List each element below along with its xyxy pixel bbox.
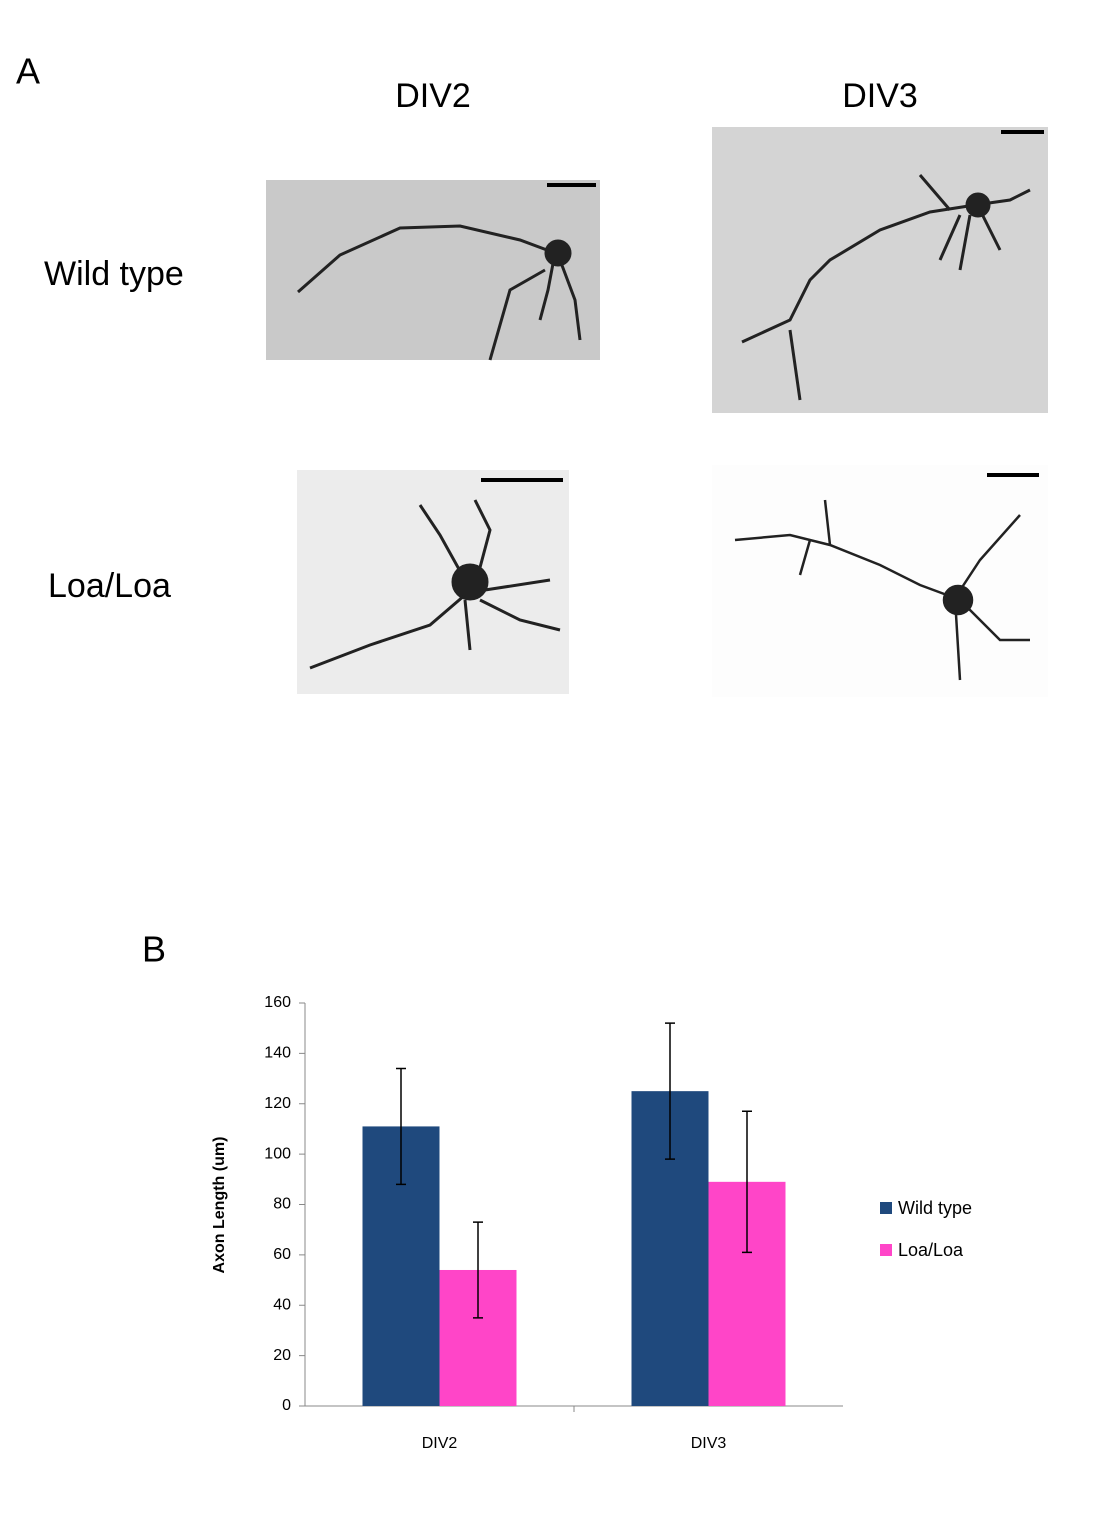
- micrograph: [297, 470, 569, 694]
- y-tick-label: 100: [264, 1145, 291, 1162]
- y-tick-label: 160: [264, 994, 291, 1011]
- micrograph: [266, 180, 600, 361]
- legend-label: Wild type: [898, 1198, 972, 1218]
- row-label: Wild type: [44, 255, 184, 293]
- legend-swatch: [880, 1202, 892, 1214]
- legend-swatch: [880, 1244, 892, 1256]
- error-bar: [665, 1022, 675, 1160]
- column-label: DIV2: [395, 77, 471, 115]
- micrograph: [712, 127, 1048, 413]
- legend-label: Loa/Loa: [898, 1240, 964, 1260]
- panel-label: B: [142, 929, 166, 970]
- column-label: DIV3: [842, 77, 918, 115]
- y-tick-label: 20: [273, 1347, 291, 1364]
- y-tick-label: 40: [273, 1296, 291, 1313]
- y-tick-label: 120: [264, 1095, 291, 1112]
- error-bar: [396, 1067, 406, 1186]
- y-axis-label: Axon Length (um): [211, 1137, 228, 1274]
- x-tick-label: DIV2: [422, 1435, 458, 1452]
- micrograph: [712, 465, 1048, 697]
- y-tick-label: 140: [264, 1045, 291, 1062]
- x-tick-label: DIV3: [691, 1435, 727, 1452]
- y-tick-label: 80: [273, 1196, 291, 1213]
- panel-label: A: [16, 51, 40, 92]
- y-tick-label: 60: [273, 1246, 291, 1263]
- error-bar: [473, 1221, 483, 1319]
- row-label: Loa/Loa: [48, 567, 171, 605]
- error-bar: [742, 1110, 752, 1254]
- y-tick-label: 0: [282, 1397, 291, 1414]
